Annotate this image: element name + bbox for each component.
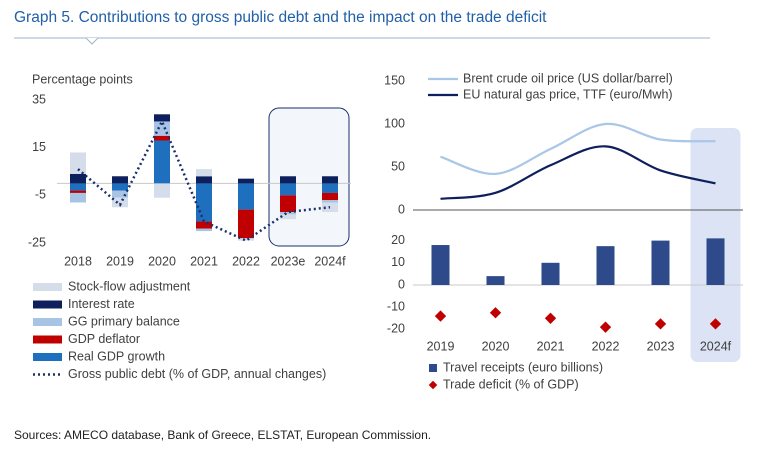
y-tick-label: -20	[387, 322, 405, 336]
bar-segment	[70, 173, 86, 184]
x-tick-label: 2019	[106, 254, 134, 268]
price-line	[440, 145, 716, 200]
diamond-marker	[654, 318, 667, 330]
bar-segment	[70, 183, 86, 191]
x-tick-label: 2021	[190, 254, 218, 268]
legend-swatch	[428, 380, 438, 390]
bar-segment	[196, 169, 212, 177]
legend-label: Real GDP growth	[68, 349, 165, 363]
y-tick-label: 0	[398, 277, 405, 291]
title-chevron	[85, 37, 99, 45]
bar-segment	[280, 195, 296, 213]
bar-segment	[70, 190, 86, 193]
source: Sources: AMECO database, Bank of Greece,…	[14, 428, 431, 442]
x-tick-label: 2022	[232, 254, 260, 268]
bar-segment	[112, 190, 128, 198]
bar	[486, 276, 505, 285]
bar-segment	[238, 238, 254, 241]
x-tick-label: 2023	[647, 339, 675, 353]
price-line	[440, 122, 716, 175]
bar-segment	[112, 176, 128, 184]
y-tick-label: 35	[32, 92, 46, 106]
legend-swatch	[33, 353, 62, 361]
legend-swatch	[33, 335, 62, 344]
bar-segment	[322, 176, 338, 184]
x-tick-label: 2019	[427, 339, 455, 353]
page-title: Graph 5. Contributions to gross public d…	[14, 9, 547, 26]
legend-swatch	[429, 364, 437, 372]
bar-segment	[112, 197, 128, 208]
diamond-marker	[709, 318, 722, 330]
debt-line	[77, 118, 331, 243]
bar-segment	[196, 221, 212, 229]
bar-segment	[280, 214, 296, 220]
bar	[541, 262, 560, 285]
bar-segment	[196, 183, 212, 222]
legend-label: Brent crude oil price (US dollar/barrel)	[463, 71, 673, 85]
legend-label: Trade deficit (% of GDP)	[443, 377, 579, 391]
y-tick-label: 15	[32, 140, 46, 154]
diamond-marker	[489, 307, 502, 319]
y-tick-label: 100	[384, 116, 405, 130]
x-tick-label: 2018	[64, 254, 92, 268]
y-tick-label: 10	[391, 255, 405, 269]
y-tick-label: -10	[387, 299, 405, 313]
bar	[706, 238, 725, 285]
bar-segment	[280, 183, 296, 196]
bar-segment	[154, 114, 170, 122]
y-tick-label: 150	[384, 73, 405, 87]
legend-label: Interest rate	[68, 297, 135, 311]
y-tick-label: -25	[28, 235, 46, 249]
bar-segment	[322, 183, 338, 193]
bar-segment	[154, 183, 170, 198]
x-tick-label: 2024f	[314, 254, 346, 268]
legend-swatch	[33, 283, 62, 291]
y-tick-label: 50	[391, 159, 405, 173]
x-tick-label: 2020	[148, 254, 176, 268]
x-tick-label: 2022	[592, 339, 620, 353]
legend-label: Travel receipts (euro billions)	[443, 360, 603, 374]
bar-segment	[196, 176, 212, 184]
bar-segment	[238, 209, 254, 239]
legend-label: EU natural gas price, TTF (euro/Mwh)	[463, 87, 673, 101]
legend-label: GDP deflator	[68, 332, 140, 346]
bar-segment	[238, 178, 254, 184]
x-tick-label: 2024f	[700, 339, 732, 353]
legend-label: GG primary balance	[68, 314, 180, 328]
bar-segment	[70, 152, 86, 174]
x-tick-label: 2021	[537, 339, 565, 353]
bar	[431, 245, 450, 285]
diamond-marker	[599, 321, 612, 333]
legend-swatch	[33, 318, 62, 326]
x-tick-label: 2020	[482, 339, 510, 353]
y-tick-label: 20	[391, 233, 405, 247]
bar-segment	[238, 183, 254, 210]
x-tick-label: 2023e	[271, 254, 306, 268]
bar-segment	[280, 212, 296, 215]
bar-segment	[196, 228, 212, 232]
legend-swatch	[33, 300, 62, 309]
bar-segment	[154, 121, 170, 136]
bar-segment	[322, 200, 338, 203]
bar-segment	[70, 192, 86, 203]
bar-segment	[112, 183, 128, 191]
y-axis-label: Percentage points	[32, 72, 133, 86]
legend-label: Stock-flow adjustment	[68, 279, 191, 293]
diamond-marker	[434, 310, 447, 322]
bar-segment	[322, 192, 338, 201]
legend-label: Gross public debt (% of GDP, annual chan…	[68, 367, 326, 381]
bar-segment	[154, 140, 170, 184]
bar	[596, 246, 615, 285]
diamond-marker	[544, 312, 557, 324]
y-tick-label: -5	[35, 188, 46, 202]
y-tick-label: 0	[398, 202, 405, 216]
bar-segment	[154, 135, 170, 141]
bar	[651, 240, 670, 285]
bar-segment	[280, 176, 296, 184]
